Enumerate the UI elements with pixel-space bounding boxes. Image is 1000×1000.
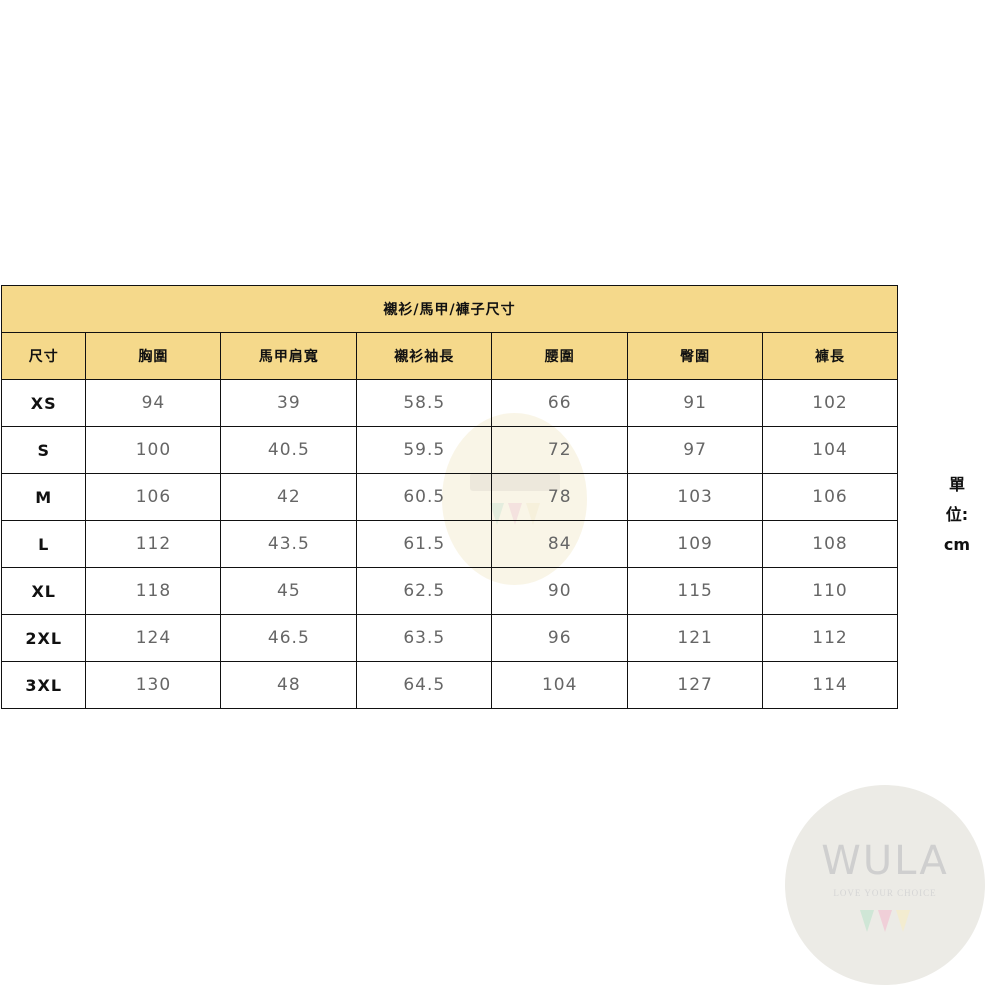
watermark-brand: WULA — [821, 838, 949, 884]
table-cell: 102 — [762, 379, 898, 427]
table-cell: 96 — [491, 614, 629, 662]
column-header: 馬甲肩寬 — [220, 332, 358, 380]
table-cell: 108 — [762, 520, 898, 568]
size-label: XS — [0, 379, 87, 427]
size-label: 2XL — [0, 614, 87, 662]
table-cell: 127 — [627, 661, 764, 709]
table-cell: 104 — [491, 661, 629, 709]
unit-text: 位: — [945, 505, 969, 524]
table-cell: 121 — [627, 614, 764, 662]
table-cell: 62.5 — [356, 567, 493, 615]
table-cell: 90 — [491, 567, 629, 615]
table-cell: 104 — [762, 426, 898, 474]
table-cell: 59.5 — [356, 426, 493, 474]
size-label: 3XL — [0, 661, 87, 709]
table-cell: 91 — [627, 379, 764, 427]
size-chart-table: 襯衫/馬甲/褲子尺寸 尺寸 胸圍 馬甲肩寬 襯衫袖長 腰圍 臀圍 褲長 XS 94 39 58.5… — [0, 285, 898, 709]
table-cell: 110 — [762, 567, 898, 615]
table-cell: 45 — [220, 567, 358, 615]
table-cell: 60.5 — [356, 473, 493, 521]
table-cell: 72 — [491, 426, 629, 474]
table-row: 3XL 130 48 64.5 104 127 114 — [0, 661, 898, 709]
unit-note: 單 位: cm — [935, 470, 979, 560]
table-cell: 130 — [85, 661, 222, 709]
table-cell: 97 — [627, 426, 764, 474]
table-cell: 112 — [85, 520, 222, 568]
table-cell: 124 — [85, 614, 222, 662]
table-cell: 112 — [762, 614, 898, 662]
watermark-tagline: LOVE YOUR CHOICE — [833, 888, 937, 898]
table-cell: 94 — [85, 379, 222, 427]
table-cell: 64.5 — [356, 661, 493, 709]
size-label: XL — [0, 567, 87, 615]
size-label: S — [0, 426, 87, 474]
column-header: 臀圍 — [627, 332, 764, 380]
column-header: 褲長 — [762, 332, 898, 380]
table-cell: 48 — [220, 661, 358, 709]
table-cell: 109 — [627, 520, 764, 568]
column-header: 胸圍 — [85, 332, 222, 380]
size-label: M — [0, 473, 87, 521]
table-cell: 63.5 — [356, 614, 493, 662]
table-cell: 66 — [491, 379, 629, 427]
table-title: 襯衫/馬甲/褲子尺寸 — [1, 285, 898, 333]
table-cell: 106 — [762, 473, 898, 521]
table-cell: 78 — [491, 473, 629, 521]
table-cell: 58.5 — [356, 379, 493, 427]
table-row: XS 94 39 58.5 66 91 102 — [0, 379, 898, 427]
column-header: 襯衫袖長 — [356, 332, 493, 380]
table-cell: 61.5 — [356, 520, 493, 568]
table-cell: 115 — [627, 567, 764, 615]
table-cell: 84 — [491, 520, 629, 568]
column-header: 尺寸 — [0, 332, 87, 380]
table-cell: 39 — [220, 379, 358, 427]
size-label: L — [0, 520, 87, 568]
table-cell: 118 — [85, 567, 222, 615]
table-row: S 100 40.5 59.5 72 97 104 — [0, 426, 898, 474]
table-row: XL 118 45 62.5 90 115 110 — [0, 567, 898, 615]
table-row: L 112 43.5 61.5 84 109 108 — [0, 520, 898, 568]
table-cell: 43.5 — [220, 520, 358, 568]
unit-text: cm — [943, 535, 971, 554]
table-cell: 40.5 — [220, 426, 358, 474]
table-row: M 106 42 60.5 78 103 106 — [0, 473, 898, 521]
table-cell: 106 — [85, 473, 222, 521]
header-row: 尺寸 胸圍 馬甲肩寬 襯衫袖長 腰圍 臀圍 褲長 — [0, 332, 898, 380]
cone-icons — [860, 910, 910, 932]
table-cell: 42 — [220, 473, 358, 521]
unit-text: 單 — [948, 475, 965, 494]
table-cell: 114 — [762, 661, 898, 709]
table-cell: 46.5 — [220, 614, 358, 662]
table-cell: 103 — [627, 473, 764, 521]
column-header: 腰圍 — [491, 332, 629, 380]
table-cell: 100 — [85, 426, 222, 474]
table-row: 2XL 124 46.5 63.5 96 121 112 — [0, 614, 898, 662]
watermark-logo: WULA LOVE YOUR CHOICE — [785, 785, 985, 985]
